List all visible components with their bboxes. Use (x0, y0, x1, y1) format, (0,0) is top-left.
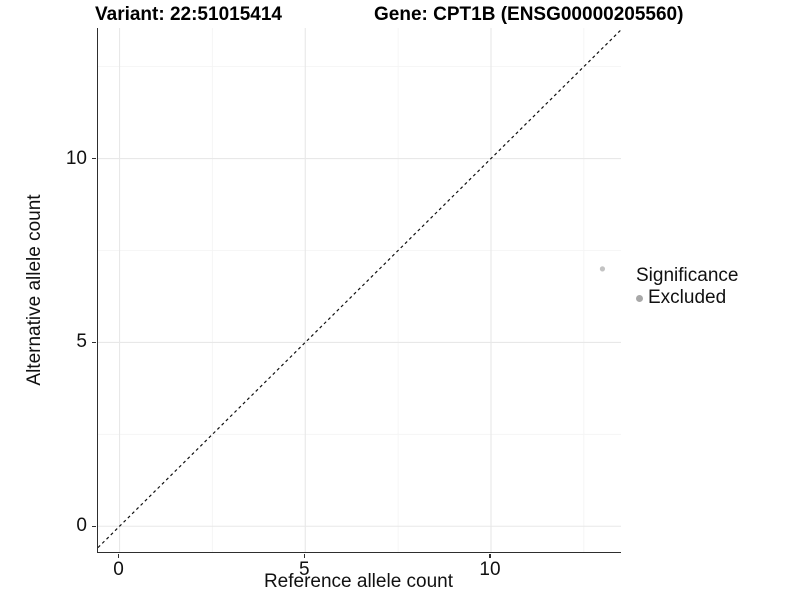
x-tick (303, 553, 306, 558)
y-tick-label: 0 (76, 515, 87, 537)
legend-point-icon (636, 294, 643, 302)
x-tick-label: 0 (113, 559, 124, 580)
data-point (599, 266, 606, 272)
y-axis-label: Alternative allele count (24, 194, 45, 386)
y-tick (91, 157, 96, 160)
x-tick (489, 553, 491, 558)
y-tick (91, 341, 96, 344)
legend-item-excluded: Excluded (636, 287, 738, 309)
y-tick (91, 525, 96, 527)
variant-title: Variant: 22:51015414 (95, 4, 282, 25)
plot-panel (97, 28, 621, 553)
x-tick-label: 10 (479, 559, 501, 580)
x-axis-label: Reference allele count (263, 571, 454, 592)
x-tick (117, 553, 120, 558)
legend-title: Significance (636, 265, 739, 286)
x-tick-label: 5 (298, 559, 310, 580)
plot-canvas (98, 28, 621, 552)
y-tick-label: 5 (76, 331, 87, 353)
legend-item-label: Excluded (648, 287, 727, 308)
legend: Significance Excluded (636, 265, 738, 309)
gene-title: Gene: CPT1B (ENSG00000205560) (374, 4, 684, 25)
y-tick-label: 10 (65, 147, 87, 169)
identity-line (98, 29, 621, 549)
